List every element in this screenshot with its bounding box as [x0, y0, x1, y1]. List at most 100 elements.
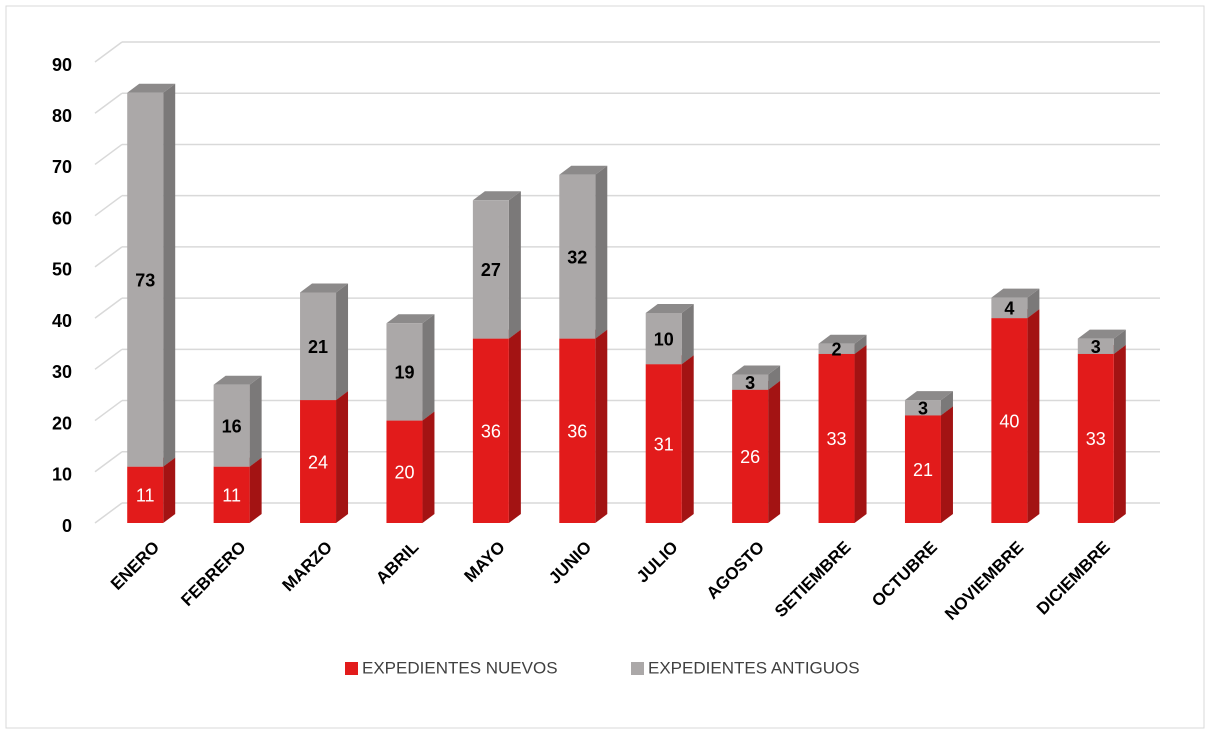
bar — [1077, 353, 1114, 523]
bar-top — [732, 365, 781, 375]
bar-side — [595, 329, 608, 523]
bar-top — [300, 283, 349, 293]
bar-side — [508, 191, 521, 339]
data-label: 26 — [740, 447, 760, 467]
bar-side — [854, 344, 867, 523]
legend-label: EXPEDIENTES NUEVOS — [362, 658, 558, 677]
data-label: 4 — [1004, 299, 1014, 319]
bar — [818, 343, 855, 354]
bar — [904, 400, 941, 416]
bar — [127, 92, 164, 467]
bar-top — [991, 288, 1040, 298]
bar — [386, 420, 423, 523]
data-label: 3 — [1091, 337, 1101, 357]
y-tick-label: 20 — [52, 413, 72, 433]
data-label: 11 — [222, 486, 241, 506]
bar — [386, 323, 423, 421]
data-label: 36 — [481, 422, 501, 442]
bar — [300, 400, 337, 523]
data-label: 2 — [832, 340, 842, 360]
bar-side — [163, 83, 176, 467]
bar — [213, 384, 250, 467]
bar — [472, 200, 509, 339]
y-tick-label: 30 — [52, 362, 72, 382]
bar-side — [1113, 329, 1126, 354]
y-tick-label: 40 — [52, 311, 72, 331]
data-label: 33 — [827, 429, 847, 449]
bar-side — [422, 411, 435, 523]
bar-side — [681, 303, 694, 365]
data-label: 21 — [308, 337, 328, 357]
grid-line-side — [94, 41, 123, 63]
bar-top — [1077, 329, 1126, 339]
data-label: 27 — [481, 260, 501, 280]
y-tick-label: 0 — [62, 516, 72, 536]
bar-side — [1113, 344, 1126, 523]
data-label: 73 — [135, 270, 155, 290]
grid-line-side — [94, 502, 123, 524]
data-label: 24 — [308, 452, 328, 472]
data-label: 21 — [913, 460, 933, 480]
y-tick-label: 60 — [52, 208, 72, 228]
legend-label: EXPEDIENTES ANTIGUOS — [648, 658, 860, 677]
bar-side — [249, 457, 262, 523]
bar — [645, 364, 682, 523]
bar — [300, 292, 337, 401]
bar — [1077, 338, 1114, 354]
bar-side — [681, 355, 694, 523]
bar-side — [336, 283, 349, 401]
data-label: 19 — [394, 363, 414, 383]
data-label: 33 — [1086, 429, 1106, 449]
bar-top — [559, 165, 608, 175]
data-label: 31 — [654, 434, 674, 454]
bar — [991, 297, 1028, 319]
bar — [559, 174, 596, 339]
grid-line-side — [94, 195, 123, 217]
grid-line-side — [94, 451, 123, 473]
bar-side — [508, 329, 521, 523]
bar — [213, 466, 250, 523]
bar-side — [854, 334, 867, 354]
bar-side — [768, 380, 781, 523]
y-tick-label: 90 — [52, 55, 72, 75]
bar — [732, 374, 769, 390]
bar-side — [768, 365, 781, 390]
bar — [732, 389, 769, 523]
data-label: 40 — [999, 411, 1019, 431]
data-label: 11 — [136, 486, 155, 506]
data-label: 3 — [745, 373, 755, 393]
data-label: 10 — [654, 329, 674, 349]
bar — [904, 415, 941, 523]
grid-line-side — [94, 143, 123, 166]
y-tick-label: 70 — [52, 157, 72, 177]
bar — [645, 312, 682, 365]
bar-side — [249, 375, 262, 467]
y-tick-label: 50 — [52, 260, 72, 280]
grid-line-side — [94, 348, 123, 370]
grid-line-side — [94, 246, 123, 268]
data-label: 16 — [222, 416, 242, 436]
bar-top — [818, 334, 867, 344]
bar — [559, 338, 596, 523]
bar — [818, 353, 855, 523]
bar-top — [213, 375, 262, 385]
bar-side — [1027, 309, 1040, 523]
bar-side — [422, 314, 435, 421]
bar — [472, 338, 509, 523]
bar-side — [1027, 288, 1040, 319]
bar — [991, 318, 1028, 523]
bar-side — [163, 457, 176, 523]
bar — [127, 466, 164, 523]
bar-top — [904, 391, 953, 401]
data-label: 32 — [567, 247, 587, 267]
legend-swatch — [631, 662, 644, 675]
bar-top — [386, 314, 435, 324]
y-tick-label: 10 — [52, 465, 72, 485]
bar-side — [940, 391, 953, 416]
grid-line-side — [94, 399, 123, 422]
bar-side — [595, 165, 608, 339]
grid-line-side — [94, 297, 123, 319]
grid-line-side — [94, 92, 123, 114]
bar-top — [645, 303, 694, 313]
